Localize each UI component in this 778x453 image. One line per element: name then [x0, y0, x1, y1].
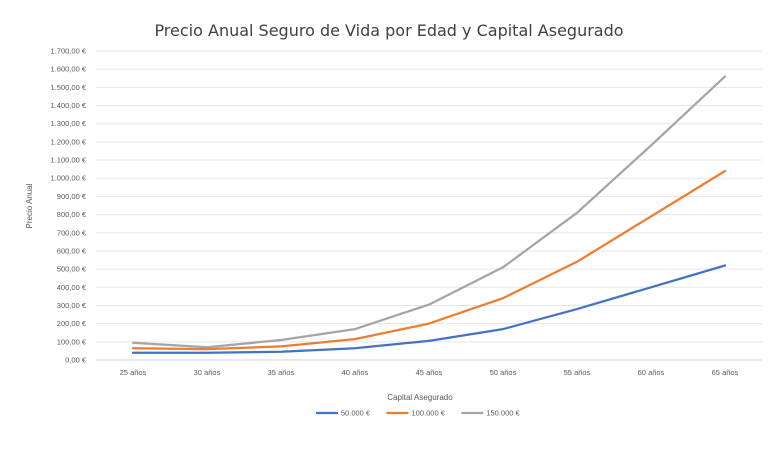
y-axis-ticks: 0,00 € 100,00 € 200,00 € 300,00 € 400,00 € 50… — [51, 47, 87, 365]
y-tick-label: 200,00 € — [57, 319, 87, 328]
y-axis-title: Precio Anual — [25, 183, 34, 228]
y-tick-label: 600,00 € — [57, 246, 87, 255]
y-tick-label: 300,00 € — [57, 301, 87, 310]
y-tick-label: 1.300,00 € — [51, 119, 87, 128]
y-tick-label: 1.200,00 € — [51, 137, 87, 146]
legend-label: 100.000 € — [412, 409, 446, 418]
y-tick-label: 900,00 € — [57, 192, 87, 201]
y-tick-label: 1.500,00 € — [51, 83, 87, 92]
y-tick-label: 800,00 € — [57, 210, 87, 219]
y-tick-label: 500,00 € — [57, 265, 87, 274]
gridlines — [96, 50, 762, 361]
chart-title: Precio Anual Seguro de Vida por Edad y C… — [154, 21, 623, 40]
series-line — [131, 75, 727, 349]
y-tick-label: 700,00 € — [57, 228, 87, 237]
y-tick-label: 1.100,00 € — [51, 156, 87, 165]
legend-label: 150.000 € — [486, 409, 520, 418]
y-tick-label: 1.400,00 € — [51, 101, 87, 110]
x-tick-label: 55 años — [564, 368, 591, 377]
x-tick-label: 25 años — [120, 368, 147, 377]
x-tick-label: 60 años — [638, 368, 665, 377]
y-tick-label: 0,00 € — [65, 356, 87, 365]
legend: 50.000 € 100.000 € 150.000 € — [315, 409, 520, 418]
x-tick-label: 45 años — [416, 368, 443, 377]
x-axis-title: Capital Asegurado — [387, 393, 453, 402]
series-line — [131, 264, 727, 354]
x-tick-label: 40 años — [342, 368, 369, 377]
x-tick-label: 65 años — [712, 368, 739, 377]
y-tick-label: 1.700,00 € — [51, 47, 87, 56]
y-tick-label: 1.600,00 € — [51, 65, 87, 74]
x-axis-ticks: 25 años 30 años 35 años 40 años 45 años 50 añ… — [120, 368, 739, 377]
series-line — [131, 169, 727, 351]
x-tick-label: 35 años — [268, 368, 295, 377]
series-lines — [131, 75, 727, 354]
x-tick-label: 50 años — [490, 368, 517, 377]
y-tick-label: 1.000,00 € — [51, 174, 87, 183]
legend-label: 50.000 € — [341, 409, 371, 418]
y-tick-label: 100,00 € — [57, 337, 87, 346]
x-tick-label: 30 años — [194, 368, 221, 377]
y-tick-label: 400,00 € — [57, 283, 87, 292]
